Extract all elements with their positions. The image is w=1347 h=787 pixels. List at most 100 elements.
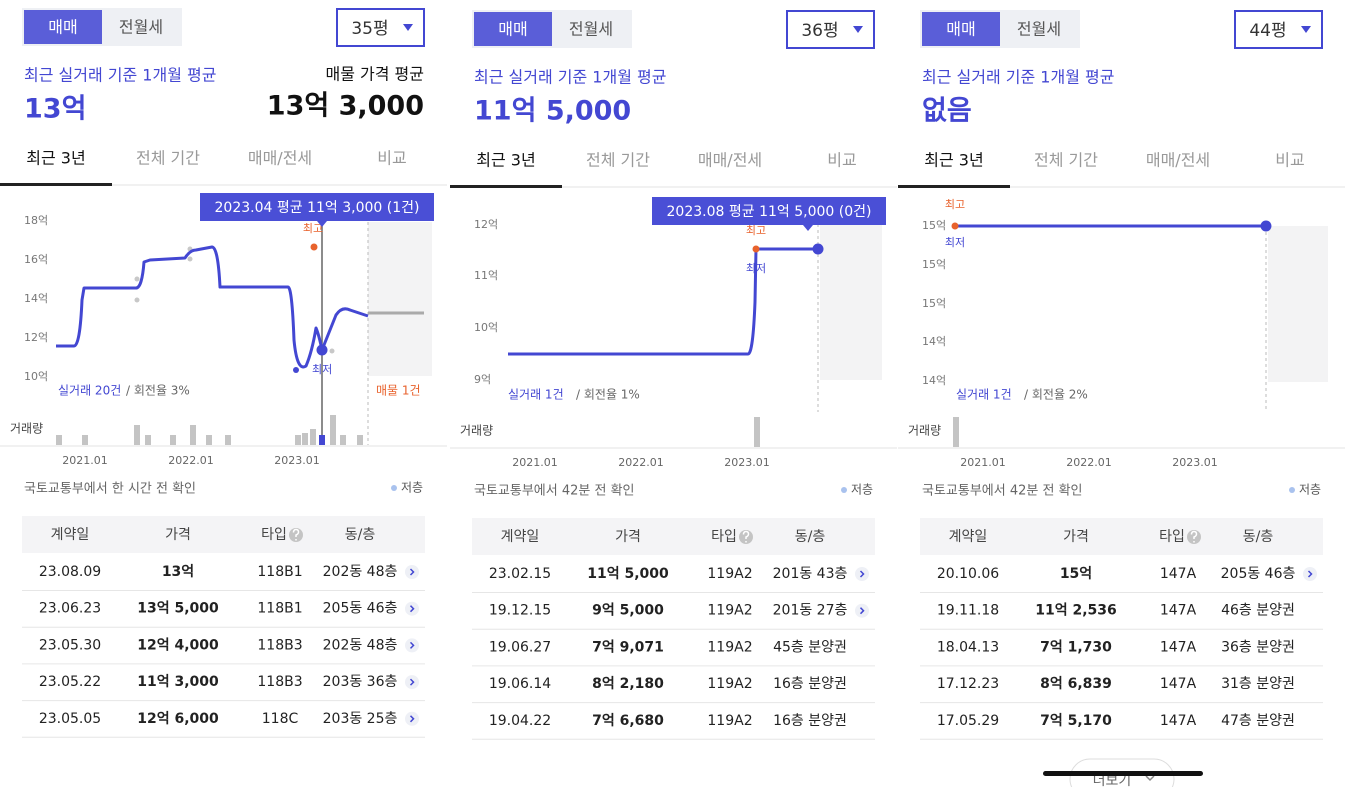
period-tab[interactable]: 매매/전세 [698, 151, 762, 170]
more-caret [1145, 775, 1155, 782]
future-area [368, 222, 432, 376]
table-cell: 36층 분양권 [1221, 639, 1295, 655]
row-arrow-glyph [859, 570, 865, 578]
x-label: 2022.01 [618, 456, 664, 469]
table-cell: 147A [1160, 713, 1197, 729]
help-glyph [292, 528, 300, 541]
deal-tab[interactable]: 매매 [48, 18, 77, 37]
period-tab[interactable]: 비교 [827, 151, 856, 170]
x-label: 2023.01 [724, 456, 770, 469]
table-cell: 12억 4,000 [137, 637, 219, 653]
period-tab[interactable]: 매매/전세 [248, 149, 312, 168]
y-label: 18억 [24, 214, 48, 227]
row-arrow[interactable] [855, 567, 869, 581]
deal-tab[interactable]: 매매 [946, 20, 975, 39]
table-header: 가격 [615, 529, 641, 545]
future-area [820, 224, 882, 380]
table-cell: 119A2 [707, 713, 752, 729]
row-arrow[interactable] [1303, 567, 1317, 581]
legend-dot [391, 485, 397, 491]
deal-tab[interactable]: 전월세 [569, 20, 613, 39]
table-cell: 46층 분양권 [1221, 603, 1295, 619]
table-cell: 19.06.14 [489, 676, 551, 692]
trade-point [134, 276, 140, 282]
y-label: 9억 [474, 373, 491, 386]
deal-tab[interactable]: 전월세 [1017, 20, 1061, 39]
trade-count: 실거래 1건 [956, 388, 1012, 402]
high-dot [752, 245, 760, 253]
period-tab[interactable]: 최근 3년 [26, 149, 85, 168]
table-cell: 201동 27층 [773, 603, 848, 619]
table-cell: 7억 5,170 [1040, 713, 1112, 729]
row-arrow-glyph [409, 641, 415, 649]
table-cell: 23.06.23 [39, 601, 101, 617]
period-tab[interactable]: 전체 기간 [136, 149, 200, 168]
table-header: 동/층 [795, 529, 826, 545]
row-arrow[interactable] [855, 603, 869, 618]
period-tab[interactable]: 전체 기간 [1034, 151, 1098, 170]
deal-tab[interactable]: 전월세 [119, 18, 163, 37]
toggle-active [474, 12, 552, 46]
period-tab[interactable]: 최근 3년 [924, 151, 983, 170]
row-arrow[interactable] [405, 638, 419, 653]
table-header: 가격 [165, 527, 191, 543]
period-tab[interactable]: 최근 3년 [476, 151, 535, 170]
table-cell: 13억 5,000 [137, 601, 219, 617]
trade-point [134, 297, 140, 303]
table-cell: 147A [1160, 676, 1197, 692]
volume-label: 거래량 [908, 424, 941, 438]
table-cell: 47층 분양권 [1221, 713, 1295, 729]
turnover: / 회전율 3% [126, 384, 190, 398]
row-arrow[interactable] [405, 675, 419, 690]
x-label: 2021.01 [512, 456, 558, 469]
row-arrow[interactable] [405, 601, 419, 616]
table-cell: 205동 46층 [323, 601, 398, 617]
row-arrow[interactable] [405, 711, 419, 726]
table-cell: 118B1 [257, 564, 302, 580]
table-cell: 11억 5,000 [587, 566, 669, 582]
table-header-bg [920, 518, 1323, 555]
table-header: 타입 [1159, 529, 1185, 545]
table-cell: 19.04.22 [489, 713, 551, 729]
x-label: 2023.01 [1172, 456, 1218, 469]
listing-label: 매물 가격 평균 [326, 65, 425, 84]
table-cell: 23.05.05 [39, 711, 101, 727]
row-arrow-glyph [409, 715, 415, 723]
volume-bar-selected [319, 435, 325, 445]
dropdown-caret [403, 24, 413, 31]
low-label: 최저 [746, 262, 766, 275]
listing-value: 13억 3,000 [267, 91, 424, 122]
volume-label: 거래량 [10, 422, 43, 436]
deal-tab[interactable]: 매매 [498, 20, 527, 39]
help-glyph [1190, 530, 1198, 543]
table-cell: 119A2 [707, 603, 752, 619]
current-dot [1260, 220, 1272, 232]
toggle-active [24, 10, 102, 44]
volume-bar [190, 425, 196, 445]
table-cell: 118B1 [257, 601, 302, 617]
volume-bar [754, 417, 760, 447]
volume-label: 거래량 [460, 424, 493, 438]
table-cell: 23.05.30 [39, 637, 101, 653]
period-tab[interactable]: 비교 [1275, 151, 1304, 170]
table-cell: 19.06.27 [489, 639, 551, 655]
listing-count: 매물 1건 [376, 384, 421, 398]
avg-value: 11억 5,000 [474, 96, 631, 127]
tab-underline [450, 185, 562, 188]
period-tab[interactable]: 전체 기간 [586, 151, 650, 170]
trade-count: 실거래 20건 [58, 384, 121, 398]
volume-bar [357, 435, 363, 445]
volume-bar [310, 429, 316, 445]
period-tab[interactable]: 매매/전세 [1146, 151, 1210, 170]
period-tab[interactable]: 비교 [377, 149, 406, 168]
y-label: 15억 [922, 297, 946, 310]
tooltip-box [652, 197, 886, 225]
row-arrow-glyph [409, 568, 415, 576]
table-cell: 45층 분양권 [773, 639, 847, 655]
x-label: 2022.01 [168, 454, 214, 467]
tooltip-box [200, 193, 434, 221]
legend: 저층 [851, 483, 873, 497]
row-arrow[interactable] [405, 565, 419, 579]
